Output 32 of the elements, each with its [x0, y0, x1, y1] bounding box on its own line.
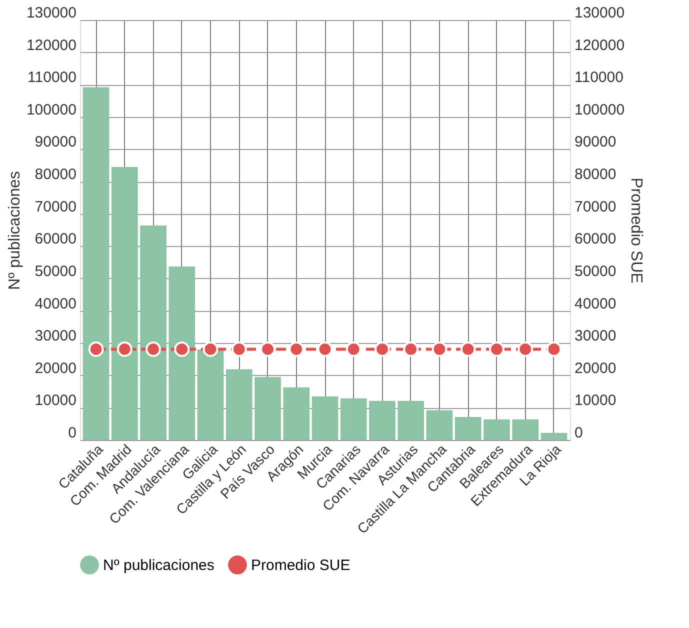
y-tick-label: 30000: [34, 328, 76, 345]
y-tick-label: 50000: [34, 262, 76, 280]
y-tick-label: 90000: [34, 134, 76, 151]
y-tick-label: 100000: [26, 101, 76, 118]
y2-tick-label: 10000: [574, 392, 616, 410]
y2-tick-label: 80000: [574, 166, 616, 184]
legend-label: Nº publicaciones: [103, 556, 214, 574]
y2-axis-title: Promedio SUE: [628, 178, 645, 284]
y-tick-label: 80000: [34, 166, 76, 184]
y-tick-label: 40000: [34, 295, 76, 312]
y2-tick-label: 110000: [574, 69, 624, 86]
y-tick-label: 110000: [28, 69, 76, 86]
y2-tick-label: 100000: [574, 101, 625, 118]
y2-tick-label: 120000: [574, 36, 625, 54]
y-tick-label: 130000: [26, 4, 76, 22]
y-tick-label: 60000: [34, 230, 76, 248]
y-axis-title: Nº publicaciones: [6, 171, 24, 290]
y2-tick-label: 40000: [574, 295, 616, 312]
y2-tick-label: 0: [574, 424, 583, 442]
y-tick-label: 0: [68, 424, 76, 442]
y2-tick-label: 70000: [574, 198, 616, 216]
y-tick-label: 120000: [26, 36, 76, 54]
y2-tick-label: 50000: [574, 262, 616, 280]
y-tick-label: 10000: [34, 392, 76, 410]
y2-tick-label: 20000: [574, 360, 616, 377]
y2-tick-label: 60000: [574, 230, 616, 248]
y2-tick-label: 90000: [574, 134, 616, 151]
y2-tick-label: 30000: [574, 328, 616, 345]
y-tick-label: 20000: [34, 360, 76, 377]
y2-tick-label: 130000: [574, 4, 625, 22]
legend-label: Promedio SUE: [251, 556, 350, 574]
y-tick-label: 70000: [34, 198, 76, 216]
